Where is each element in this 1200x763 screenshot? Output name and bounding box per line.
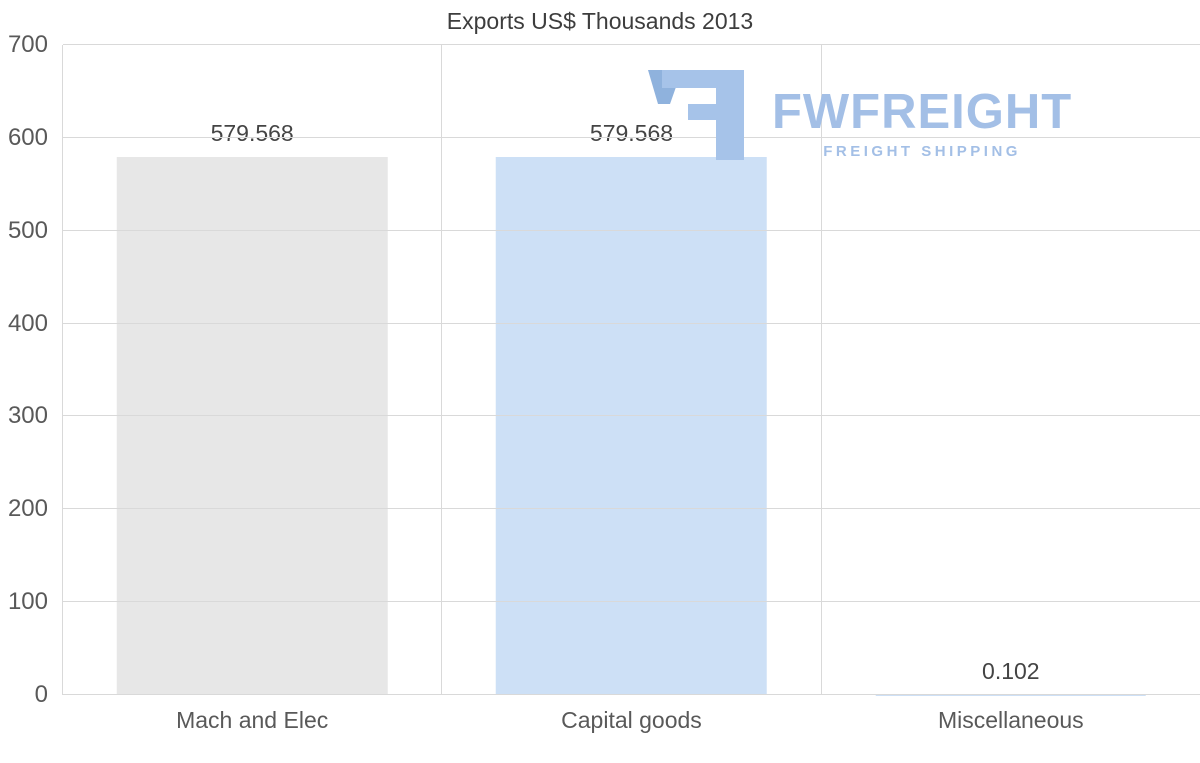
gridline	[63, 229, 1200, 231]
y-axis-label: 0	[34, 681, 48, 708]
bar	[496, 156, 767, 695]
value-label: 579.568	[589, 119, 674, 146]
value-label: 579.568	[210, 119, 294, 146]
gridline	[63, 694, 1200, 695]
x-axis-label: Miscellaneous	[937, 707, 1084, 733]
x-axis-label: Capital goods	[561, 707, 702, 733]
y-axis-label: 100	[7, 588, 48, 616]
category-cell: 579.568 Mach and Elec	[63, 45, 441, 733]
y-axis: 0 100 200 300 400 500 600 700	[0, 31, 48, 708]
y-axis-label: 300	[7, 402, 48, 430]
gridline	[63, 136, 1200, 138]
gridline	[63, 508, 1200, 510]
y-axis-label: 400	[7, 309, 48, 337]
category-cells: 579.568 Mach and Elec 579.568 Capital goods…	[63, 45, 1200, 733]
category-cell: 0.102 Miscellaneous	[820, 45, 1200, 733]
y-axis-label: 600	[7, 123, 48, 151]
value-label: 0.102	[982, 657, 1040, 684]
y-axis-label: 200	[7, 495, 48, 523]
gridline	[63, 601, 1200, 603]
chart-title: Exports US$ Thousands 2013	[446, 8, 754, 34]
y-axis-label: 700	[7, 31, 48, 58]
gridline	[63, 415, 1200, 417]
category-cell: 579.568 Capital goods	[441, 45, 820, 733]
gridline	[63, 44, 1200, 45]
gridline	[63, 322, 1200, 324]
y-axis-label: 500	[7, 216, 48, 244]
bar	[116, 156, 388, 695]
x-axis-label: Mach and Elec	[176, 707, 329, 733]
plot-area: 579.568 Mach and Elec 579.568 Capital goods…	[62, 44, 1200, 733]
